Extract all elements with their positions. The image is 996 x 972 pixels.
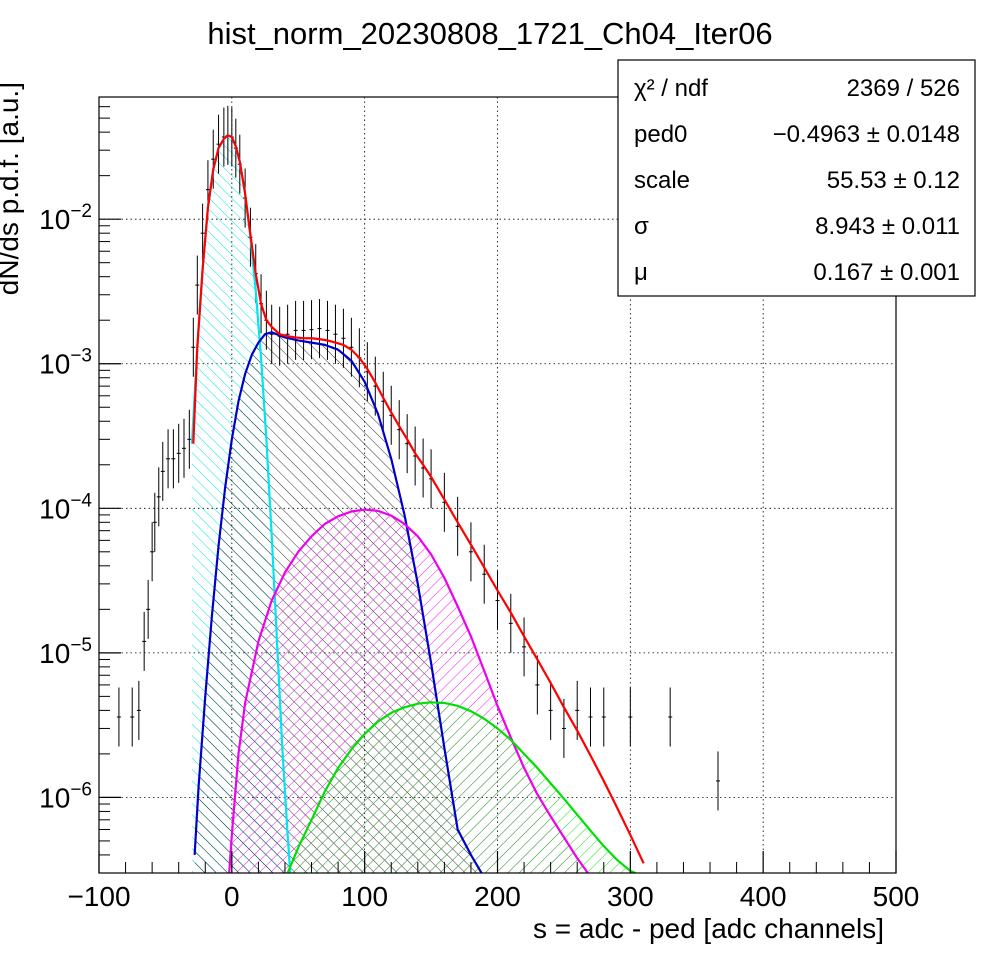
stats-label: μ bbox=[634, 259, 648, 286]
y-axis: 10−6 10−5 10−4 10−3 10−2 bbox=[39, 96, 121, 874]
stats-value: 0.167 ± 0.001 bbox=[813, 259, 960, 286]
y-tick-label: 10−5 bbox=[39, 635, 92, 669]
component-fills bbox=[191, 135, 636, 873]
fit-curve-4 bbox=[286, 701, 637, 873]
stats-label: ped0 bbox=[634, 121, 687, 148]
stats-box-frame bbox=[617, 59, 976, 297]
y-tick-label: 10−6 bbox=[39, 779, 92, 813]
stats-label: scale bbox=[634, 167, 690, 194]
x-tick-label: 0 bbox=[224, 881, 240, 912]
component-fill-4 bbox=[287, 702, 636, 873]
x-tick-label: 300 bbox=[607, 881, 654, 912]
data-points bbox=[116, 105, 721, 811]
stats-value: 8.943 ± 0.011 bbox=[815, 213, 960, 240]
fit-curve-2 bbox=[193, 331, 483, 873]
fit-curves bbox=[190, 134, 645, 873]
x-axis: −100 0 100 200 300 400 500 bbox=[67, 851, 919, 912]
stats-value: −0.4963 ± 0.0148 bbox=[773, 121, 960, 148]
y-tick-label: 10−2 bbox=[39, 201, 92, 235]
fit-curve-3 bbox=[228, 508, 589, 873]
x-tick-label: 100 bbox=[341, 881, 388, 912]
x-axis-label: s = adc - ped [adc channels] bbox=[533, 913, 884, 944]
stats-value: 2369 / 526 bbox=[847, 75, 960, 102]
y-tick-label: 10−3 bbox=[39, 346, 92, 380]
x-tick-label: −100 bbox=[67, 881, 130, 912]
x-tick-label: 500 bbox=[873, 881, 920, 912]
stats-box: χ² / ndf 2369 / 526 ped0 −0.4963 ± 0.0148 sc… bbox=[617, 59, 976, 297]
y-tick-label: 10−4 bbox=[39, 490, 92, 524]
y-axis-label: dN/ds p.d.f. [a.u.] bbox=[0, 82, 24, 295]
stats-label: χ² / ndf bbox=[634, 75, 708, 102]
x-tick-label: 400 bbox=[740, 881, 787, 912]
stats-value: 55.53 ± 0.12 bbox=[827, 167, 960, 194]
fit-curve-0 bbox=[192, 134, 645, 864]
x-tick-label: 200 bbox=[474, 881, 521, 912]
chart-title: hist_norm_20230808_1721_Ch04_Iter06 bbox=[207, 16, 772, 51]
stats-label: σ bbox=[634, 213, 649, 240]
